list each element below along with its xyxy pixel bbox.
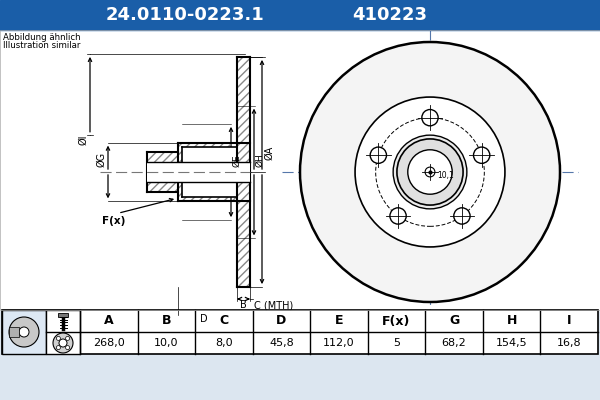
Bar bbox=[178, 143, 237, 201]
Text: 10,1: 10,1 bbox=[437, 171, 454, 180]
Text: D: D bbox=[277, 314, 287, 328]
Bar bbox=[182, 147, 237, 197]
Text: H: H bbox=[506, 314, 517, 328]
Text: 5: 5 bbox=[393, 338, 400, 348]
Circle shape bbox=[65, 346, 70, 350]
Text: 16,8: 16,8 bbox=[557, 338, 581, 348]
Text: ØE: ØE bbox=[232, 154, 241, 167]
Text: 45,8: 45,8 bbox=[269, 338, 294, 348]
Circle shape bbox=[19, 327, 29, 337]
Circle shape bbox=[65, 336, 70, 340]
Circle shape bbox=[473, 147, 490, 163]
Bar bbox=[147, 162, 250, 182]
Bar bbox=[147, 152, 178, 192]
Bar bbox=[58, 313, 68, 317]
Text: ØA: ØA bbox=[264, 146, 274, 160]
Bar bbox=[0, 30, 600, 310]
Circle shape bbox=[370, 147, 386, 163]
Text: ØG: ØG bbox=[96, 152, 106, 167]
Text: 24.0110-0223.1: 24.0110-0223.1 bbox=[106, 6, 265, 24]
Text: Illustration similar: Illustration similar bbox=[3, 41, 80, 50]
Text: G: G bbox=[449, 314, 459, 328]
Circle shape bbox=[300, 42, 560, 302]
Text: B: B bbox=[240, 300, 247, 310]
Circle shape bbox=[390, 208, 406, 224]
Circle shape bbox=[397, 139, 463, 205]
Circle shape bbox=[425, 167, 435, 177]
Text: 10,0: 10,0 bbox=[154, 338, 179, 348]
Text: A: A bbox=[104, 314, 113, 328]
Bar bbox=[237, 57, 250, 287]
Text: C: C bbox=[220, 314, 229, 328]
Text: 154,5: 154,5 bbox=[496, 338, 527, 348]
Text: I: I bbox=[567, 314, 571, 328]
Text: B: B bbox=[161, 314, 171, 328]
Circle shape bbox=[393, 135, 467, 209]
Text: ØH: ØH bbox=[255, 153, 264, 167]
Text: ØI: ØI bbox=[78, 135, 88, 145]
Bar bbox=[9, 327, 19, 337]
Circle shape bbox=[56, 336, 61, 340]
Text: E: E bbox=[335, 314, 343, 328]
Text: 68,2: 68,2 bbox=[442, 338, 466, 348]
Text: F(x): F(x) bbox=[382, 314, 411, 328]
Bar bbox=[2, 310, 46, 354]
Bar bbox=[147, 152, 178, 192]
Circle shape bbox=[422, 110, 438, 126]
Text: 8,0: 8,0 bbox=[215, 338, 233, 348]
Text: C (MTH): C (MTH) bbox=[254, 300, 293, 310]
Bar bbox=[0, 0, 600, 30]
Text: 410223: 410223 bbox=[353, 6, 427, 24]
Circle shape bbox=[355, 97, 505, 247]
Bar bbox=[178, 143, 237, 144]
Circle shape bbox=[59, 339, 67, 347]
Circle shape bbox=[9, 317, 39, 347]
Text: D: D bbox=[200, 314, 208, 324]
Text: F(x): F(x) bbox=[102, 216, 125, 226]
Text: 268,0: 268,0 bbox=[93, 338, 125, 348]
Circle shape bbox=[454, 208, 470, 224]
Text: 112,0: 112,0 bbox=[323, 338, 355, 348]
Bar bbox=[237, 57, 250, 287]
Bar bbox=[178, 143, 237, 201]
Bar bbox=[46, 310, 80, 354]
Bar bbox=[2, 310, 598, 354]
Text: Abbildung ähnlich: Abbildung ähnlich bbox=[3, 33, 80, 42]
Bar bbox=[0, 30, 600, 310]
Circle shape bbox=[56, 346, 61, 350]
Circle shape bbox=[53, 333, 73, 353]
Circle shape bbox=[408, 150, 452, 194]
